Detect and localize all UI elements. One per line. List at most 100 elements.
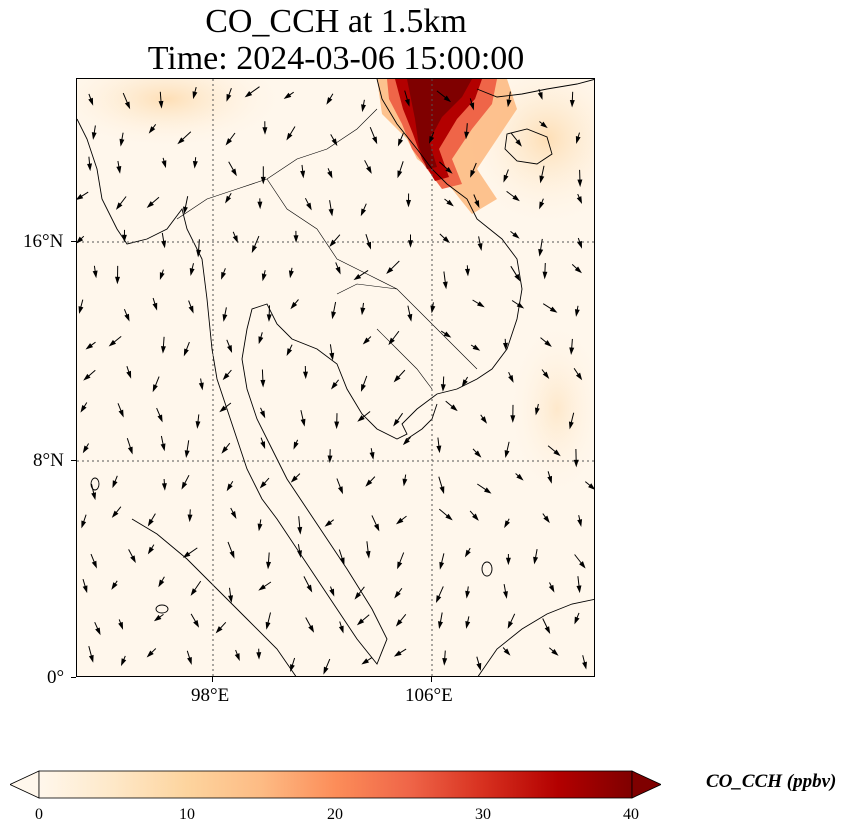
wind-vector-head [88,654,94,663]
wind-vector-head [331,138,338,147]
wind-vector-head [147,546,154,555]
wind-vector-head [369,451,375,460]
wind-vector-head [393,650,402,657]
wind-vector-head [158,579,165,588]
wind-vector-head [265,621,271,630]
wind-vector-head [120,658,127,667]
map-canvas [77,79,594,676]
wind-vector-head [226,483,233,492]
wind-vector-head [544,626,551,635]
chart-subtitle-time: Time: 2024-03-06 15:00:00 [147,40,525,77]
wind-vector-head [257,201,263,210]
wind-vector-head [83,373,91,381]
wind-vector-head [504,450,510,459]
wind-vector-head [226,93,232,102]
wind-vector-head [290,475,298,483]
wind-vector-head [146,650,154,658]
chart-title: CO_CCH at 1.5km [205,3,467,40]
wind-vector-head [338,625,344,634]
wind-vector-head [329,239,337,248]
wind-vector-head [193,620,200,628]
wind-vector-head [397,561,403,570]
wind-vector-head [119,138,125,147]
wind-vector-head [260,379,266,388]
wind-vector-head [87,163,93,172]
wind-vector-head [288,270,294,279]
wind-vector-head [445,166,453,174]
map-panel[interactable] [76,78,595,677]
wind-vector-head [290,301,298,310]
wind-vector-head [551,649,559,656]
wind-vector-head [130,555,136,564]
wind-vector-head [78,306,84,314]
wind-vector-head [112,480,118,489]
wind-vector-head [542,371,550,379]
colorbar-gradient [38,770,633,799]
wind-vector-head [181,481,188,490]
wind-vector-head [439,486,445,495]
wind-vector-head [222,314,228,322]
wind-vector-head [152,302,158,311]
wind-vector-head [577,519,583,527]
wind-vector-head [92,270,98,279]
wind-vector-head [397,170,403,179]
wind-vector-head [88,97,94,106]
wind-vector-head [505,557,511,566]
wind-vector-head [372,136,378,145]
wind-vector-head [568,421,574,430]
wind-vector-head [386,267,394,275]
wind-vector-head [232,235,238,244]
wind-vector-head [161,160,167,169]
wind-vector-head [327,455,333,464]
wind-vector-head [302,371,308,380]
wind-vector-head [510,415,516,423]
wind-vector-head [514,273,521,282]
wind-vector-head [81,520,87,529]
wind-vector-head [503,648,511,656]
wind-vector-head [549,306,558,313]
wind-vector-head [183,348,189,357]
wind-vector-head [443,331,452,338]
wind-vector-head [257,523,263,532]
wind-vector-head [450,404,458,412]
wind-vector-head [225,195,232,204]
wind-vector-head [126,370,132,379]
wind-vector-head [159,272,165,280]
lat-label-8n: 8°N [33,450,64,471]
wind-vector-head [362,337,370,345]
wind-vector-head [121,234,127,243]
wind-vector-head [508,375,514,383]
wind-vector-head [542,271,548,280]
wind-vector-head [115,276,121,285]
wind-vector-head [357,415,365,422]
wind-vector-head [503,591,508,599]
wind-vector-head [328,208,334,217]
wind-vector-head [407,313,413,322]
wind-vector-head [152,384,158,393]
wind-vector-head [465,620,471,629]
wind-vector-head [442,657,448,666]
wind-vector-head [331,381,338,390]
wind-vector-head [402,438,410,446]
wind-vector-head [469,102,475,111]
wind-vector-head [365,550,371,559]
wind-vector-head [539,175,545,184]
wind-vector-head [177,137,185,145]
wind-vector-head [161,240,167,249]
wind-vector-head [507,621,514,629]
wind-vector-head [183,206,188,215]
xtick-106e [431,677,432,682]
wind-vector-head [82,445,89,454]
colorbar-tick-0: 0 [35,806,43,823]
wind-vector-head [405,199,411,208]
wind-vector-head [461,379,468,387]
wind-vector-head [221,271,227,280]
wind-vector-head [111,510,119,518]
wind-vector-head [576,585,582,594]
wind-vector-head [306,584,313,593]
xtick-98e [212,677,213,682]
wind-vector-head [477,243,483,251]
lon-label-98e: 98°E [191,685,230,706]
wind-vector-head [153,614,162,622]
wind-vector-head [266,561,272,570]
